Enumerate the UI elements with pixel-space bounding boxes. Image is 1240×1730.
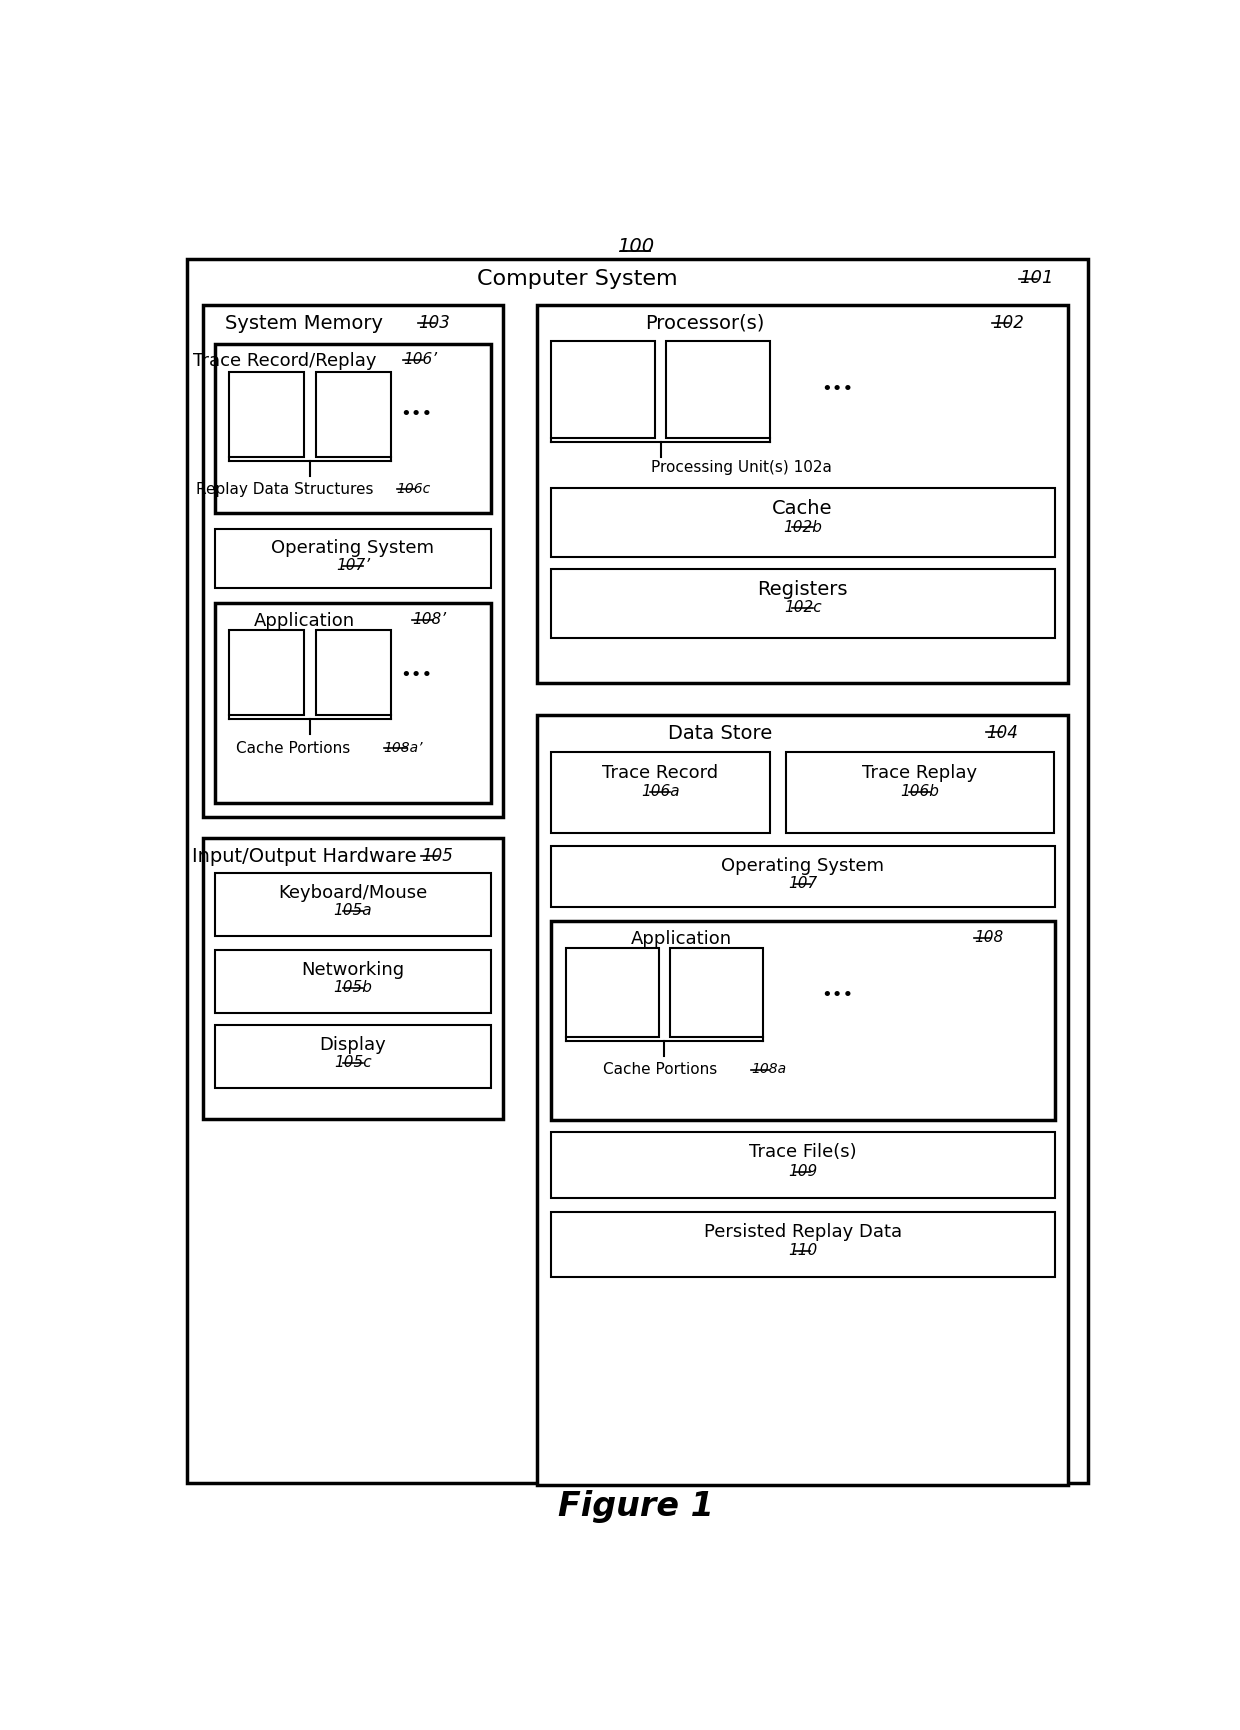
Text: 108: 108 <box>975 929 1003 945</box>
Text: Persisted Replay Data: Persisted Replay Data <box>703 1221 901 1240</box>
Bar <box>229 631 304 716</box>
Text: 106’: 106’ <box>403 353 436 367</box>
Text: Application: Application <box>254 612 355 630</box>
Text: 102c: 102c <box>784 600 821 616</box>
Text: 108a’: 108a’ <box>383 740 423 754</box>
Text: •••: ••• <box>821 984 853 1003</box>
Text: Computer System: Computer System <box>477 270 678 289</box>
Text: 101: 101 <box>1019 270 1054 287</box>
Bar <box>215 604 491 804</box>
Bar <box>551 343 655 438</box>
Bar <box>229 374 304 458</box>
Text: 107’: 107’ <box>336 557 370 573</box>
Text: 104: 104 <box>986 723 1018 740</box>
Text: 105a: 105a <box>334 903 372 917</box>
Bar <box>551 1133 1055 1197</box>
Text: 105: 105 <box>422 846 454 865</box>
Text: 108’: 108’ <box>412 612 446 626</box>
Bar <box>537 306 1068 683</box>
Bar <box>215 529 491 588</box>
Text: 106b: 106b <box>900 784 939 798</box>
Bar <box>551 1213 1055 1277</box>
Bar <box>316 631 392 716</box>
Bar <box>215 1026 491 1088</box>
Text: •••: ••• <box>401 405 433 422</box>
Bar <box>316 374 392 458</box>
Text: 103: 103 <box>418 313 450 332</box>
Text: Processing Unit(s) 102a: Processing Unit(s) 102a <box>651 460 832 476</box>
Text: 100: 100 <box>618 237 653 256</box>
Bar <box>537 716 1068 1484</box>
Text: Trace File(s): Trace File(s) <box>749 1142 857 1161</box>
Bar <box>786 753 1054 834</box>
Text: Application: Application <box>631 929 733 948</box>
Bar <box>551 753 770 834</box>
Bar <box>670 948 763 1038</box>
Bar <box>215 344 491 514</box>
Text: 107: 107 <box>787 875 817 891</box>
Text: Registers: Registers <box>758 580 848 599</box>
Bar <box>203 306 503 818</box>
Bar <box>215 874 491 936</box>
Bar <box>551 488 1055 557</box>
Bar <box>666 343 770 438</box>
Text: •••: ••• <box>401 666 433 683</box>
Text: 110: 110 <box>787 1242 817 1258</box>
Text: Cache: Cache <box>773 498 833 517</box>
Text: Cache Portions: Cache Portions <box>236 740 350 754</box>
Text: 106c: 106c <box>397 481 432 495</box>
Text: Operating System: Operating System <box>272 538 434 557</box>
Text: Keyboard/Mouse: Keyboard/Mouse <box>278 884 428 901</box>
Text: Replay Data Structures: Replay Data Structures <box>196 481 374 497</box>
Bar <box>215 950 491 1014</box>
Text: 109: 109 <box>787 1163 817 1178</box>
Text: 106a: 106a <box>641 784 680 798</box>
Text: System Memory: System Memory <box>226 313 383 332</box>
Text: 105c: 105c <box>334 1055 372 1069</box>
Text: Processor(s): Processor(s) <box>645 313 765 332</box>
Text: 102: 102 <box>992 313 1024 332</box>
Text: Trace Record: Trace Record <box>603 765 718 782</box>
Bar <box>551 569 1055 638</box>
Bar <box>203 839 503 1119</box>
Text: 102b: 102b <box>784 519 822 535</box>
Text: Networking: Networking <box>301 960 404 977</box>
Text: 105b: 105b <box>334 979 372 995</box>
Text: Data Store: Data Store <box>668 723 773 742</box>
Text: Cache Portions: Cache Portions <box>603 1062 717 1076</box>
Text: Input/Output Hardware: Input/Output Hardware <box>192 846 417 865</box>
Text: Operating System: Operating System <box>722 856 884 874</box>
Text: Trace Record/Replay: Trace Record/Replay <box>193 353 377 370</box>
Text: Display: Display <box>320 1036 387 1054</box>
Text: 108a: 108a <box>751 1062 786 1076</box>
Bar <box>551 846 1055 908</box>
Bar <box>567 948 658 1038</box>
Text: Figure 1: Figure 1 <box>558 1490 713 1522</box>
Text: •••: ••• <box>821 379 853 398</box>
Text: Trace Replay: Trace Replay <box>862 765 977 782</box>
Bar <box>551 922 1055 1121</box>
